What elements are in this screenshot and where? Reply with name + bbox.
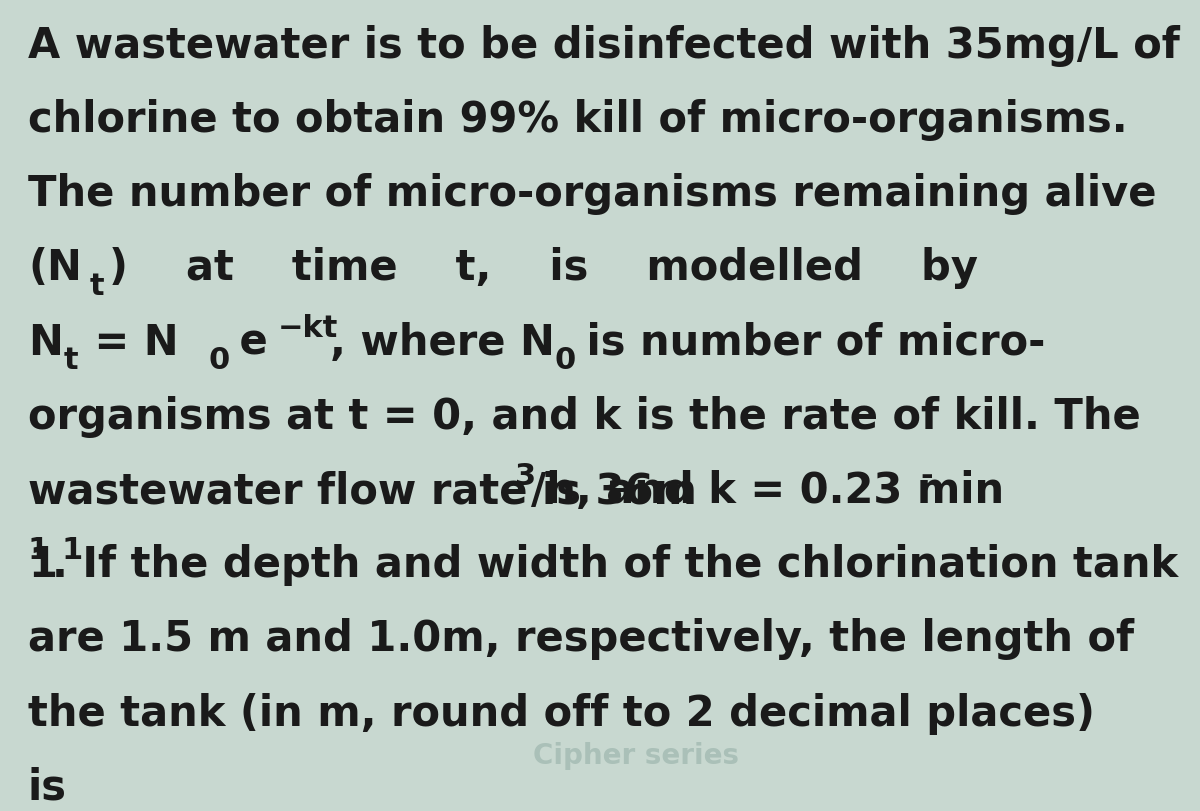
Text: /h, and k = 0.23 min: /h, and k = 0.23 min: [532, 470, 1004, 512]
Text: Cipher series: Cipher series: [533, 740, 739, 769]
Text: is number of micro-: is number of micro-: [572, 321, 1045, 363]
Text: 3: 3: [515, 461, 536, 491]
Text: The number of micro-organisms remaining alive: The number of micro-organisms remaining …: [28, 173, 1157, 215]
Text: A wastewater is to be disinfected with 35mg/L of: A wastewater is to be disinfected with 3…: [28, 25, 1180, 67]
Text: (N: (N: [28, 247, 82, 289]
Text: 1: 1: [61, 536, 83, 564]
Text: organisms at t = 0, and k is the rate of kill. The: organisms at t = 0, and k is the rate of…: [28, 395, 1141, 437]
Text: 1: 1: [28, 536, 49, 564]
Text: , where N: , where N: [330, 321, 554, 363]
Text: N: N: [28, 321, 62, 363]
Text: the tank (in m, round off to 2 decimal places): the tank (in m, round off to 2 decimal p…: [28, 692, 1094, 734]
Text: 0: 0: [209, 345, 229, 375]
Text: are 1.5 m and 1.0m, respectively, the length of: are 1.5 m and 1.0m, respectively, the le…: [28, 618, 1134, 659]
Text: 1: 1: [28, 543, 56, 586]
Text: t: t: [64, 345, 79, 375]
Text: . If the depth and width of the chlorination tank: . If the depth and width of the chlorina…: [52, 543, 1178, 586]
Text: 0: 0: [554, 345, 576, 375]
Text: )    at    time    t,    is    modelled    by: ) at time t, is modelled by: [109, 247, 978, 289]
Text: −kt: −kt: [277, 314, 338, 342]
Text: e: e: [226, 321, 268, 363]
Text: is: is: [28, 766, 67, 808]
Text: chlorine to obtain 99% kill of micro-organisms.: chlorine to obtain 99% kill of micro-org…: [28, 99, 1128, 141]
Text: -: -: [920, 461, 932, 491]
Text: t: t: [90, 272, 104, 301]
Text: wastewater flow rate is 36m: wastewater flow rate is 36m: [28, 470, 697, 512]
Text: = N: = N: [80, 321, 179, 363]
